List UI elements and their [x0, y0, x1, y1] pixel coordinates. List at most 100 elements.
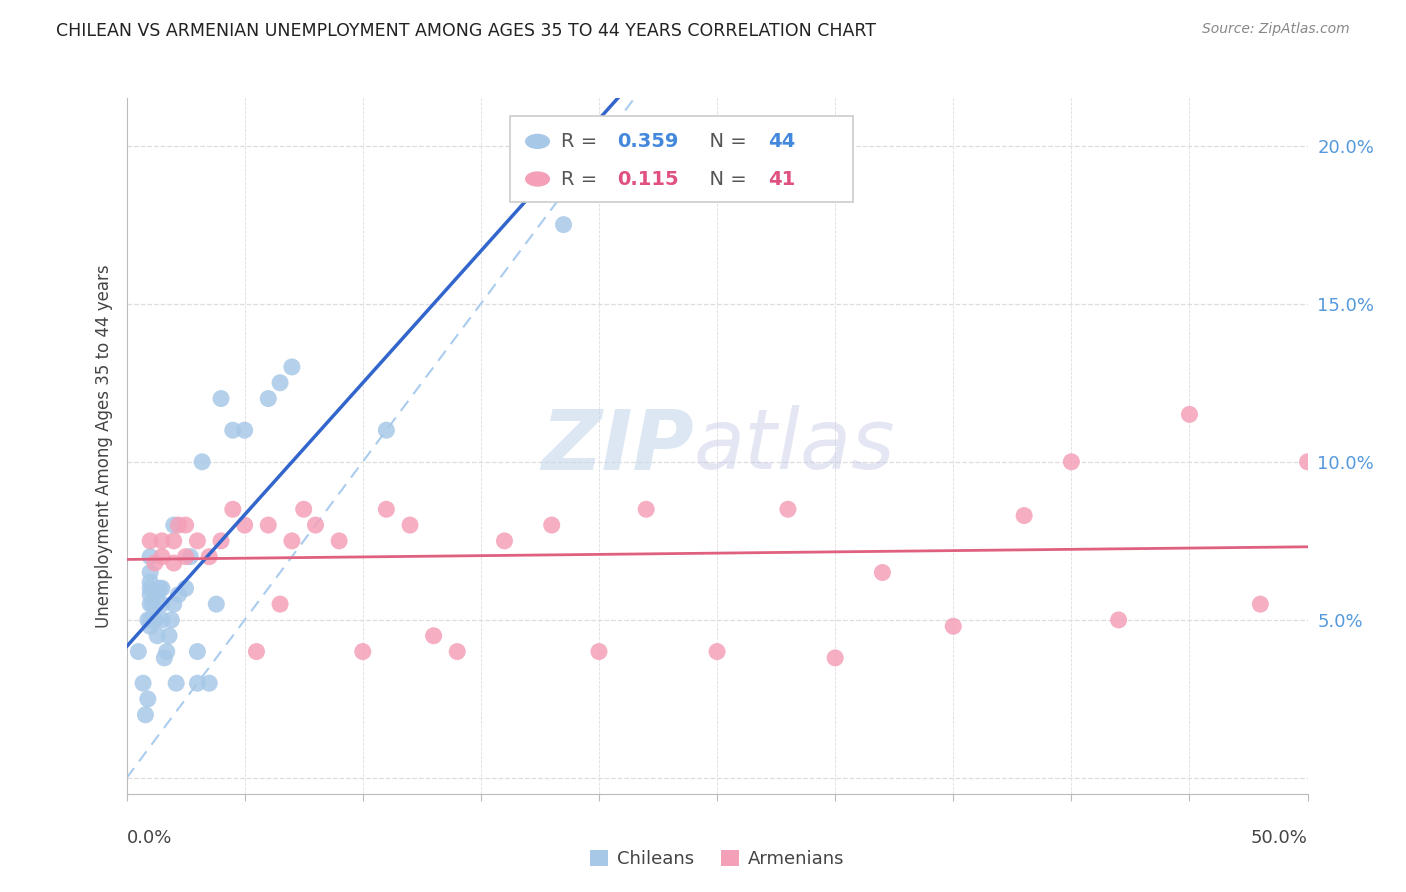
Point	[1108, 613, 1130, 627]
Text: R =: R =	[561, 132, 603, 151]
Point	[179, 549, 201, 564]
Point	[157, 629, 180, 643]
Text: 44: 44	[768, 132, 796, 151]
Point	[143, 613, 166, 627]
Text: 0.0%: 0.0%	[127, 829, 172, 847]
Point	[209, 392, 232, 406]
Point	[281, 533, 304, 548]
Point	[150, 597, 173, 611]
Point	[205, 597, 228, 611]
Point	[269, 376, 291, 390]
Point	[540, 518, 562, 533]
Point	[139, 533, 162, 548]
Point	[245, 644, 267, 658]
Point	[139, 597, 162, 611]
Point	[1012, 508, 1035, 523]
Text: R =: R =	[561, 169, 610, 188]
Point	[422, 629, 444, 643]
Point	[153, 651, 176, 665]
Text: N =: N =	[697, 132, 754, 151]
Point	[149, 582, 172, 596]
Point	[174, 549, 197, 564]
Point	[174, 582, 197, 596]
Point	[160, 613, 183, 627]
Point	[1060, 455, 1083, 469]
Point	[304, 518, 326, 533]
Y-axis label: Unemployment Among Ages 35 to 44 years: Unemployment Among Ages 35 to 44 years	[94, 264, 112, 628]
Text: CHILEAN VS ARMENIAN UNEMPLOYMENT AMONG AGES 35 TO 44 YEARS CORRELATION CHART: CHILEAN VS ARMENIAN UNEMPLOYMENT AMONG A…	[56, 22, 876, 40]
Point	[292, 502, 315, 516]
Point	[209, 533, 232, 548]
Point	[156, 644, 179, 658]
Point	[233, 423, 256, 437]
Point	[198, 676, 221, 690]
Point	[139, 582, 162, 596]
Point	[257, 518, 280, 533]
Point	[163, 597, 186, 611]
Point	[824, 651, 846, 665]
Point	[139, 619, 162, 633]
Point	[163, 556, 186, 570]
Point	[872, 566, 894, 580]
Point	[222, 423, 245, 437]
Point	[146, 588, 169, 602]
Point	[553, 218, 575, 232]
Point	[139, 549, 162, 564]
Circle shape	[526, 135, 550, 148]
Point	[141, 597, 163, 611]
Circle shape	[526, 172, 550, 186]
Point	[706, 644, 728, 658]
Point	[163, 518, 186, 533]
Point	[136, 692, 159, 706]
Point	[222, 502, 245, 516]
Text: 50.0%: 50.0%	[1251, 829, 1308, 847]
Text: N =: N =	[697, 169, 759, 188]
Point	[446, 644, 468, 658]
FancyBboxPatch shape	[510, 116, 853, 202]
Point	[150, 533, 173, 548]
Point	[136, 613, 159, 627]
Point	[167, 518, 190, 533]
Point	[1178, 408, 1201, 422]
Point	[139, 588, 162, 602]
Point	[132, 676, 155, 690]
Point	[186, 533, 208, 548]
Point	[186, 676, 208, 690]
Point	[942, 619, 965, 633]
Point	[143, 556, 166, 570]
Point	[1249, 597, 1271, 611]
Text: Source: ZipAtlas.com: Source: ZipAtlas.com	[1202, 22, 1350, 37]
Text: ZIP: ZIP	[541, 406, 693, 486]
Point	[281, 359, 304, 374]
Point	[233, 518, 256, 533]
Point	[165, 676, 187, 690]
Point	[191, 455, 214, 469]
Point	[399, 518, 422, 533]
Point	[167, 588, 190, 602]
Point	[174, 518, 197, 533]
Point	[328, 533, 350, 548]
Point	[269, 597, 291, 611]
Point	[588, 644, 610, 658]
Point	[186, 644, 208, 658]
Point	[198, 549, 221, 564]
Point	[776, 502, 799, 516]
Legend: Chileans, Armenians: Chileans, Armenians	[582, 843, 852, 875]
Text: 0.359: 0.359	[617, 132, 678, 151]
Point	[375, 502, 398, 516]
Text: 0.115: 0.115	[617, 169, 678, 188]
Point	[134, 707, 156, 722]
Point	[150, 613, 173, 627]
Point	[1296, 455, 1319, 469]
Text: atlas: atlas	[693, 406, 896, 486]
Point	[150, 549, 173, 564]
Point	[494, 533, 516, 548]
Point	[352, 644, 374, 658]
Point	[257, 392, 280, 406]
Point	[636, 502, 658, 516]
Text: 41: 41	[768, 169, 796, 188]
Point	[127, 644, 149, 658]
Point	[150, 582, 173, 596]
Point	[139, 613, 162, 627]
Point	[139, 574, 162, 589]
